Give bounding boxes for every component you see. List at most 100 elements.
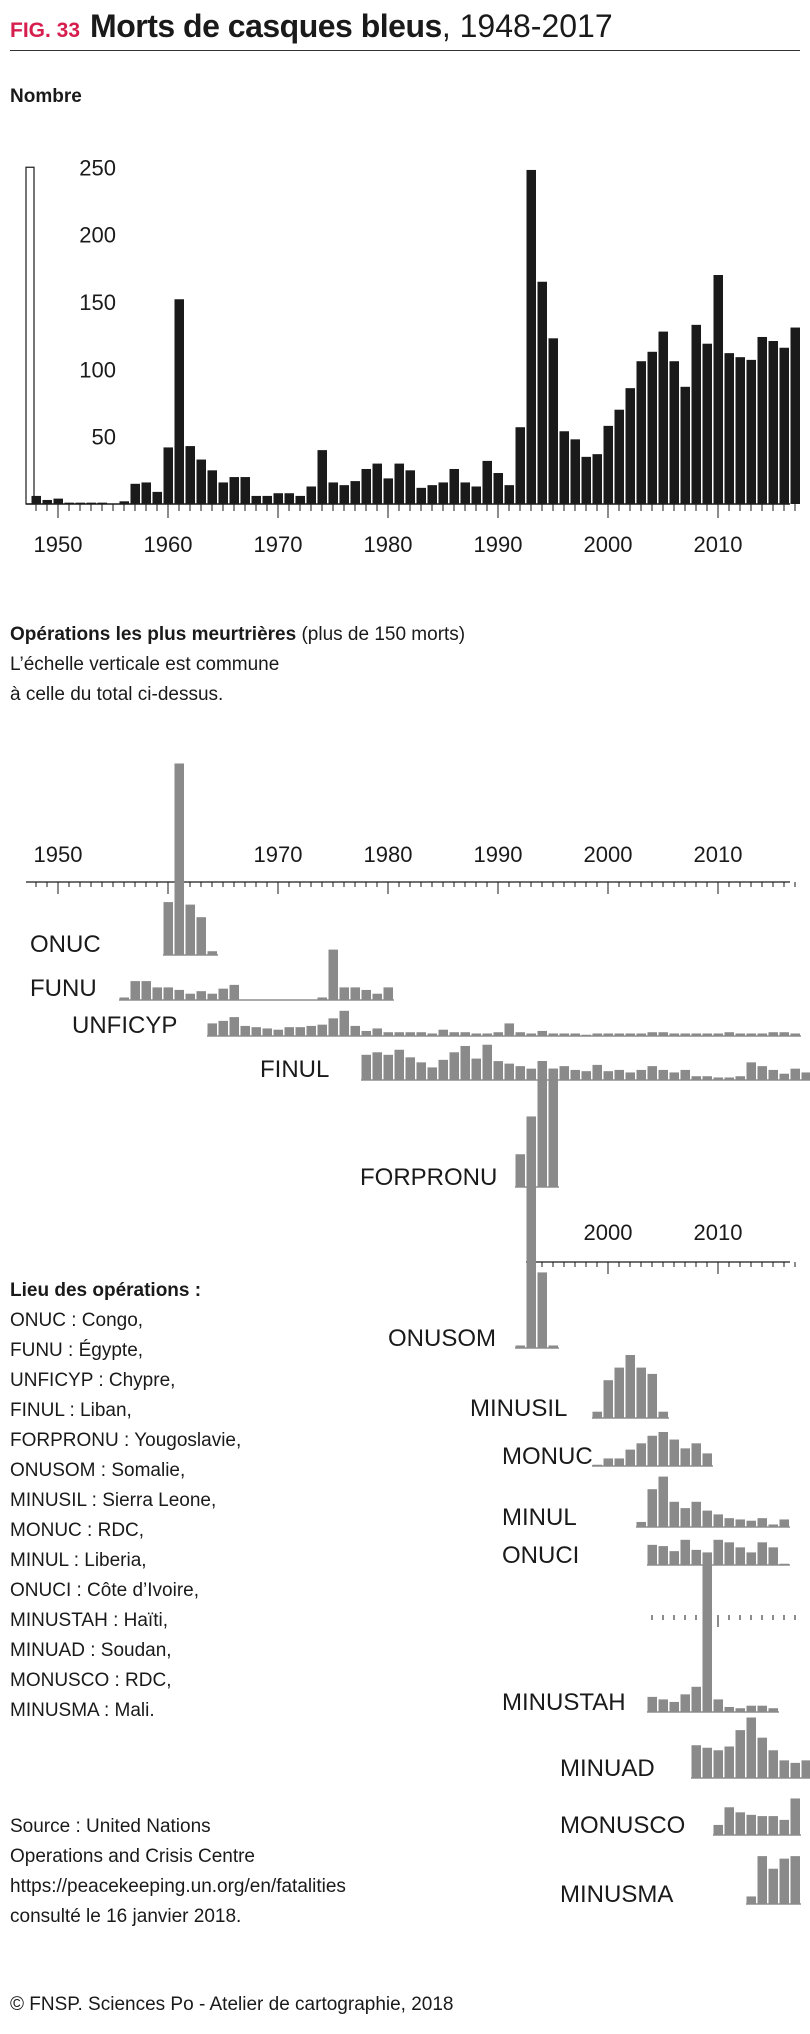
op-bar-unficyp-1975 (328, 1018, 338, 1036)
op-bar-finul-1981 (394, 1049, 404, 1080)
op-bar-unficyp-1980 (383, 1032, 393, 1036)
y-tick-label: 150 (79, 290, 116, 315)
op-bar-finul-1996 (559, 1066, 569, 1080)
op-bar-unficyp-1979 (372, 1028, 382, 1036)
bar-1991 (504, 485, 514, 504)
bar-1959 (152, 491, 162, 504)
op-bar-monusco-2015 (768, 1816, 778, 1835)
op-bar-onuci-2016 (779, 1563, 789, 1565)
op-bar-unficyp-2014 (757, 1033, 767, 1036)
op-bar-monusco-2013 (746, 1814, 756, 1835)
op-bar-finul-2013 (746, 1062, 756, 1080)
op-bar-minul-2016 (779, 1519, 789, 1527)
source-line1: Source : United Nations (10, 1816, 211, 1837)
op-bar-minustah-2015 (768, 1708, 778, 1712)
op-bar-finul-1990 (493, 1061, 503, 1080)
op-bar-finul-1992 (515, 1066, 525, 1080)
op-bar-finul-1989 (482, 1044, 492, 1080)
bar-1970 (273, 493, 283, 504)
bar-1960 (163, 447, 173, 504)
bar-1967 (240, 477, 250, 504)
op-bar-unficyp-1993 (526, 1033, 536, 1036)
op-bar-finul-1991 (504, 1063, 514, 1080)
bar-1980 (383, 478, 393, 504)
op-bar-monuc-2005 (658, 1431, 668, 1466)
bar-2009 (702, 343, 712, 504)
operation-label-minustah: MINUSTAH (502, 1689, 626, 1716)
operation-label-onusom: ONUSOM (388, 1325, 496, 1352)
op-bar-onuci-2010 (713, 1539, 723, 1565)
bar-1968 (251, 495, 261, 504)
op-bar-minuad-2018 (801, 1760, 810, 1778)
operation-label-unficyp: UNFICYP (72, 1012, 177, 1039)
op-bar-onuci-2011 (724, 1542, 734, 1565)
op-bar-minuad-2009 (702, 1747, 712, 1778)
op-bar-unficyp-1971 (284, 1027, 294, 1036)
bar-1993 (526, 169, 536, 504)
x-tick-label: 1980 (364, 532, 413, 557)
op-bar-finul-1984 (427, 1067, 437, 1080)
op-bar-minul-2012 (735, 1519, 745, 1527)
op-bar-minuad-2010 (713, 1750, 723, 1778)
x-tick-label: 1970 (254, 532, 303, 557)
section-title: Opérations les plus meurtrières (plus de… (10, 620, 465, 650)
figure-number: FIG. 33 (10, 19, 81, 42)
op-bar-minul-2011 (724, 1518, 734, 1527)
bar-2010 (713, 275, 723, 504)
op-bar-finul-1988 (471, 1058, 481, 1080)
op-bar-onusom-1995 (548, 1345, 558, 1348)
legend-item: FUNU : Égypte, (10, 1340, 144, 1361)
bar-2003 (636, 361, 646, 504)
legend-title: Lieu des opérations : (10, 1280, 202, 1301)
bar-1983 (416, 487, 426, 504)
y-axis-unit-label: Nombre (10, 86, 82, 107)
op-bar-unficyp-2006 (669, 1033, 679, 1036)
op-bar-unficyp-2008 (691, 1033, 701, 1036)
op-bar-unficyp-1982 (405, 1032, 415, 1036)
op-bar-funu-1978 (361, 989, 371, 1000)
op-bar-onuci-2013 (746, 1552, 756, 1565)
x-tick-label: 1960 (144, 532, 193, 557)
op-bar-unficyp-2011 (724, 1032, 734, 1036)
ops-x-tick-label: 2000 (584, 842, 633, 867)
op-bar-funu-1977 (350, 987, 360, 1000)
legend-item: FORPRONU : Yougoslavie, (10, 1430, 242, 1451)
bar-1978 (361, 468, 371, 504)
bar-1963 (196, 459, 206, 504)
op-bar-funu-1963 (196, 991, 206, 1000)
op-bar-unficyp-2000 (603, 1033, 613, 1036)
op-bar-onuci-2004 (647, 1544, 657, 1565)
op-bar-funu-1975 (328, 949, 338, 1000)
bar-1961 (174, 299, 184, 504)
bar-1974 (317, 450, 327, 504)
op-bar-minustah-2005 (658, 1699, 668, 1712)
bar-1992 (515, 427, 525, 504)
legend-list: ONUC : Congo, FUNU : Égypte, UNFICYP : Chy… (10, 1306, 241, 1726)
op-bar-onuc-1960 (163, 902, 173, 955)
source-line3: https://peacekeeping.un.org/en/fatalitie… (10, 1876, 346, 1897)
op-bar-monusco-2012 (735, 1812, 745, 1835)
ops-x-tick-label: 1990 (474, 842, 523, 867)
bar-1949 (42, 499, 52, 504)
op-bar-minustah-2012 (735, 1708, 745, 1712)
bar-1986 (449, 468, 459, 504)
op-bar-funu-1957 (130, 981, 140, 1000)
legend-item: MINUSIL : Sierra Leone, (10, 1490, 217, 1511)
op-bar-minul-2005 (658, 1476, 668, 1527)
source-line2: Operations and Crisis Centre (10, 1846, 255, 1867)
op-bar-funu-1964 (207, 993, 217, 1000)
op-bar-finul-1987 (460, 1045, 470, 1080)
y-axis-scale-bar (25, 166, 35, 505)
bar-1995 (548, 338, 558, 504)
legend-item: FINUL : Liban, (10, 1400, 132, 1421)
op-bar-unficyp-2009 (702, 1033, 712, 1036)
op-bar-monuc-2009 (702, 1453, 712, 1466)
op-bar-minusil-1999 (592, 1411, 602, 1418)
op-bar-minul-2015 (768, 1524, 778, 1527)
op-bar-minusma-2017 (790, 1856, 800, 1904)
op-bar-forpronu-1992 (515, 1154, 525, 1187)
op-bar-forpronu-1994 (537, 1061, 547, 1187)
op-bar-finul-1980 (383, 1054, 393, 1080)
op-bar-minusil-2005 (658, 1411, 668, 1418)
op-bar-minul-2003 (636, 1521, 646, 1527)
